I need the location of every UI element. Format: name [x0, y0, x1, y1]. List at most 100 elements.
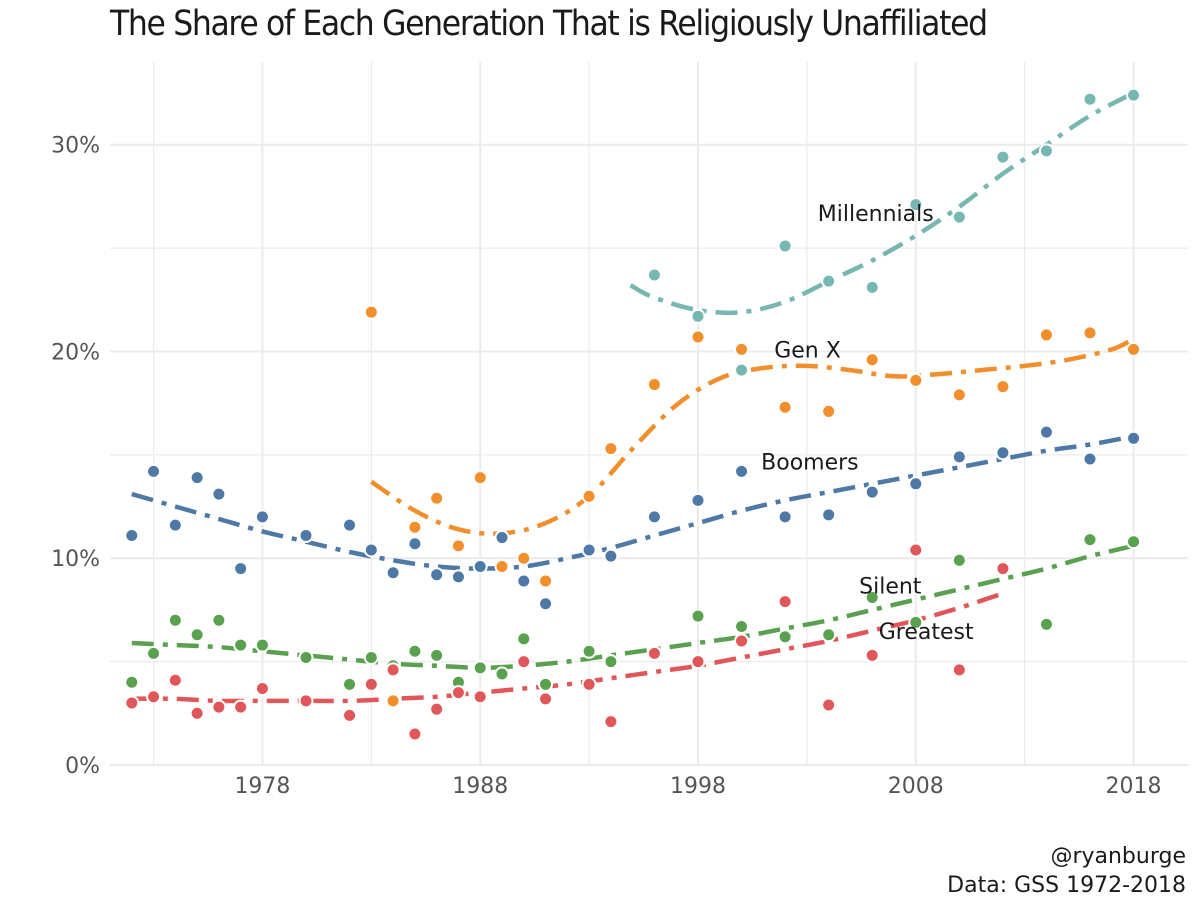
boomers-point	[189, 470, 205, 486]
boomers-point	[581, 542, 597, 558]
gen-x-point	[450, 538, 466, 554]
boomers-label: Boomers	[761, 450, 859, 475]
chart-title: The Share of Each Generation That is Rel…	[110, 4, 988, 44]
axis-tick-labels: 1978 1988 1998 2008 2018 0% 10% 20% 30%	[51, 134, 1161, 799]
boomers-point	[167, 517, 183, 533]
greatest-label: Greatest	[879, 620, 974, 645]
y-tick-label: 30%	[51, 134, 100, 159]
gen-x-point	[494, 559, 510, 575]
x-tick-label: 1988	[452, 774, 508, 799]
boomers-point	[734, 463, 750, 479]
greatest-point	[538, 691, 554, 707]
silent-point	[516, 631, 532, 647]
greatest-point	[951, 662, 967, 678]
boomers-point	[494, 530, 510, 546]
boomers-point	[603, 548, 619, 564]
gen-x-point	[516, 550, 532, 566]
greatest-point	[211, 699, 227, 715]
gen-x-point	[864, 352, 880, 368]
data-points	[124, 87, 1142, 742]
boomers-point	[821, 507, 837, 523]
greatest-point	[146, 689, 162, 705]
gen-x-point	[538, 573, 554, 589]
silent-point	[189, 627, 205, 643]
greatest-point	[407, 726, 423, 742]
y-tick-label: 0%	[65, 754, 100, 779]
gen-x-point	[603, 441, 619, 457]
greatest-point	[254, 680, 270, 696]
gen-x-point	[472, 470, 488, 486]
greatest-point	[233, 699, 249, 715]
boomers-point	[516, 573, 532, 589]
boomers-point	[429, 567, 445, 583]
greatest-point	[734, 633, 750, 649]
silent-point	[864, 590, 880, 606]
boomers-point	[646, 509, 662, 525]
silent-point	[298, 649, 314, 665]
millennials-point	[1126, 87, 1142, 103]
boomers-point	[211, 486, 227, 502]
silent-label: Silent	[859, 574, 922, 599]
silent-point	[581, 643, 597, 659]
boomers-point	[385, 565, 401, 581]
silent-point	[538, 676, 554, 692]
silent-point	[211, 612, 227, 628]
silent-point	[429, 647, 445, 663]
gen-x-point	[1038, 327, 1054, 343]
gen-x-point	[951, 387, 967, 403]
boomers-point	[951, 449, 967, 465]
silent-point	[690, 608, 706, 624]
millennials-point	[995, 149, 1011, 165]
gen-x-point	[581, 488, 597, 504]
boomers-point	[233, 561, 249, 577]
silent-point	[951, 552, 967, 568]
boomers-point	[864, 484, 880, 500]
silent-point	[1038, 616, 1054, 632]
author-handle: @ryanburge	[1050, 844, 1186, 869]
gen-x-point	[1126, 341, 1142, 357]
boomers-point	[1038, 424, 1054, 440]
greatest-point	[429, 701, 445, 717]
gen-x-point	[363, 304, 379, 320]
greatest-point	[864, 647, 880, 663]
millennials-point	[864, 279, 880, 295]
boomers-point	[124, 527, 140, 543]
millennials-point	[908, 197, 924, 213]
silent-trend-line	[131, 543, 1135, 671]
millennials-point	[690, 308, 706, 324]
millennials-point	[1082, 91, 1098, 107]
boomers-point	[472, 559, 488, 575]
boomers-point	[1082, 451, 1098, 467]
boomers-point	[995, 445, 1011, 461]
boomers-point	[450, 569, 466, 585]
x-tick-label: 1998	[670, 774, 726, 799]
boomers-point	[363, 542, 379, 558]
boomers-point	[298, 527, 314, 543]
greatest-point	[124, 695, 140, 711]
silent-point	[734, 618, 750, 634]
boomers-point	[407, 536, 423, 552]
gen-x-point	[821, 403, 837, 419]
y-tick-label: 10%	[51, 547, 100, 572]
millennials-label: Millennials	[818, 202, 934, 227]
silent-point	[821, 627, 837, 643]
millennials-point	[646, 267, 662, 283]
silent-point	[777, 629, 793, 645]
greatest-point	[777, 594, 793, 610]
boomers-point	[538, 596, 554, 612]
greatest-point	[450, 685, 466, 701]
millennials-point	[777, 238, 793, 254]
greatest-point	[363, 676, 379, 692]
silent-point	[233, 637, 249, 653]
silent-point	[1126, 534, 1142, 550]
millennials-point	[734, 362, 750, 378]
boomers-point	[908, 476, 924, 492]
gen-x-point	[995, 379, 1011, 395]
silent-point	[254, 637, 270, 653]
trend-lines	[131, 91, 1135, 704]
gen-x-point	[1082, 325, 1098, 341]
millennials-point	[821, 273, 837, 289]
gen-x-point	[908, 372, 924, 388]
silent-point	[603, 654, 619, 670]
